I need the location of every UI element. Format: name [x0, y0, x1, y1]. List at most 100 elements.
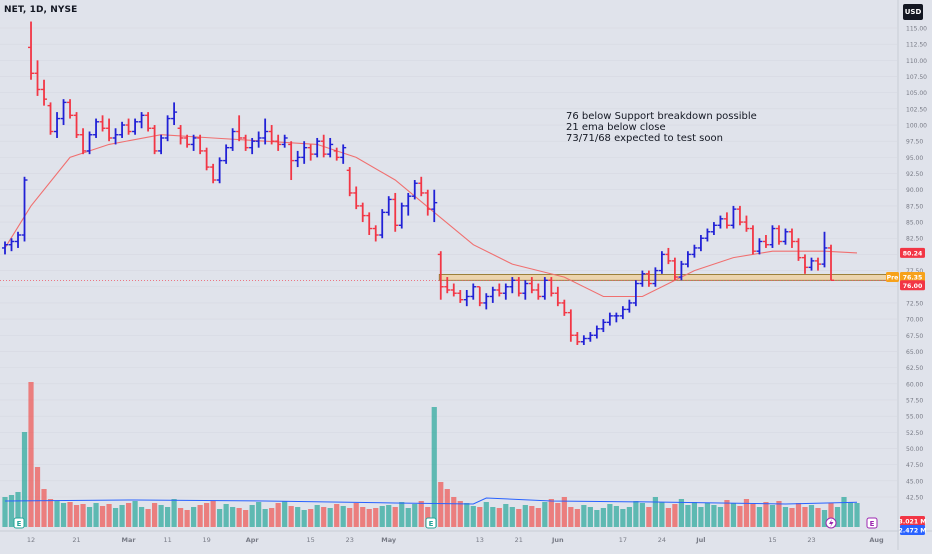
- ohlc-bar[interactable]: [197, 134, 204, 155]
- ohlc-bar[interactable]: [567, 309, 574, 342]
- ohlc-bar[interactable]: [496, 283, 503, 297]
- ohlc-bar[interactable]: [229, 128, 236, 151]
- ohlc-bar[interactable]: [619, 306, 626, 320]
- ohlc-bar[interactable]: [743, 215, 750, 232]
- ohlc-bar[interactable]: [249, 137, 256, 155]
- ohlc-bar[interactable]: [8, 238, 15, 252]
- ohlc-bar[interactable]: [723, 212, 730, 229]
- ohlc-bar[interactable]: [93, 118, 100, 138]
- ohlc-bar[interactable]: [528, 277, 535, 294]
- ohlc-bar[interactable]: [320, 134, 327, 158]
- ohlc-bar[interactable]: [775, 225, 782, 245]
- ohlc-bar[interactable]: [177, 125, 184, 145]
- earnings-marker[interactable]: E: [425, 517, 437, 529]
- ohlc-bar[interactable]: [782, 228, 789, 245]
- ohlc-bar[interactable]: [788, 228, 795, 248]
- ohlc-bar[interactable]: [112, 128, 119, 145]
- ohlc-bar[interactable]: [606, 312, 613, 326]
- ohlc-bar[interactable]: [717, 215, 724, 229]
- ohlc-bar[interactable]: [366, 212, 373, 236]
- ohlc-bar[interactable]: [645, 270, 652, 287]
- ohlc-bar[interactable]: [814, 257, 821, 271]
- ohlc-bar[interactable]: [808, 257, 815, 271]
- ohlc-bar[interactable]: [795, 238, 802, 261]
- ohlc-bar[interactable]: [769, 225, 776, 248]
- ohlc-bar[interactable]: [132, 118, 139, 135]
- ohlc-bar[interactable]: [281, 134, 288, 148]
- ohlc-bar[interactable]: [2, 241, 8, 255]
- ohlc-bar[interactable]: [60, 99, 67, 126]
- earnings-marker[interactable]: E: [13, 517, 25, 529]
- ohlc-bar[interactable]: [554, 286, 561, 307]
- ohlc-bar[interactable]: [307, 144, 314, 161]
- ohlc-bar[interactable]: [125, 118, 132, 135]
- ohlc-bar[interactable]: [398, 202, 405, 229]
- ohlc-bar[interactable]: [41, 79, 48, 106]
- ohlc-bar[interactable]: [593, 325, 600, 339]
- ohlc-bar[interactable]: [457, 289, 464, 303]
- ohlc-bar[interactable]: [736, 205, 743, 226]
- ohlc-bar[interactable]: [548, 277, 555, 297]
- symbol-title[interactable]: NET, 1D, NYSE: [4, 5, 78, 15]
- ohlc-bar[interactable]: [80, 128, 87, 155]
- ohlc-bar[interactable]: [21, 176, 28, 242]
- ohlc-bar[interactable]: [385, 196, 392, 216]
- ohlc-bar[interactable]: [288, 141, 295, 181]
- ohlc-bar[interactable]: [327, 137, 334, 158]
- ohlc-bar[interactable]: [561, 299, 568, 316]
- ohlc-bar[interactable]: [424, 189, 431, 216]
- ohlc-bar[interactable]: [671, 257, 678, 281]
- ohlc-bar[interactable]: [353, 186, 360, 210]
- ohlc-bar[interactable]: [34, 60, 41, 96]
- ohlc-bar[interactable]: [346, 167, 353, 197]
- ohlc-bar[interactable]: [54, 112, 61, 138]
- ohlc-bar[interactable]: [418, 176, 425, 197]
- ohlc-bar[interactable]: [411, 180, 418, 200]
- ohlc-bar[interactable]: [73, 112, 80, 138]
- ohlc-bar[interactable]: [255, 131, 262, 148]
- ohlc-bar[interactable]: [294, 150, 301, 168]
- ohlc-bar[interactable]: [47, 102, 54, 135]
- ohlc-bar[interactable]: [444, 277, 451, 294]
- ohlc-bar[interactable]: [801, 254, 808, 274]
- ohlc-bar[interactable]: [470, 283, 477, 300]
- ohlc-bar[interactable]: [262, 118, 269, 145]
- ohlc-bar[interactable]: [372, 225, 379, 242]
- dividend-marker[interactable]: [825, 517, 837, 529]
- ohlc-bar[interactable]: [697, 235, 704, 252]
- ohlc-bar[interactable]: [236, 115, 243, 142]
- ohlc-bar[interactable]: [483, 293, 490, 310]
- ohlc-bar[interactable]: [502, 283, 509, 300]
- ohlc-bar[interactable]: [190, 134, 197, 151]
- ohlc-bar[interactable]: [210, 163, 217, 184]
- ohlc-bar[interactable]: [515, 277, 522, 297]
- ohlc-bar[interactable]: [392, 192, 399, 232]
- ohlc-bar[interactable]: [821, 231, 828, 268]
- ohlc-bar[interactable]: [223, 144, 230, 164]
- ohlc-bar[interactable]: [314, 137, 321, 158]
- ohlc-bar[interactable]: [158, 134, 165, 155]
- ohlc-bar[interactable]: [15, 231, 22, 248]
- ohlc-bar[interactable]: [756, 238, 763, 255]
- ohlc-bar[interactable]: [86, 131, 93, 155]
- ohlc-bar[interactable]: [613, 312, 620, 323]
- support-zone[interactable]: [438, 274, 898, 281]
- ohlc-bar[interactable]: [509, 277, 516, 294]
- ohlc-bar[interactable]: [184, 134, 191, 148]
- earnings-marker[interactable]: E: [866, 517, 878, 529]
- ohlc-bar[interactable]: [541, 277, 548, 300]
- ohlc-bar[interactable]: [730, 205, 737, 229]
- ohlc-bar[interactable]: [710, 222, 717, 236]
- ohlc-bar[interactable]: [652, 267, 659, 287]
- ohlc-bar[interactable]: [678, 260, 685, 281]
- ohlc-bar[interactable]: [574, 332, 581, 345]
- ohlc-bar[interactable]: [704, 228, 711, 242]
- ohlc-bar[interactable]: [691, 244, 698, 258]
- ohlc-bar[interactable]: [522, 280, 529, 300]
- ohlc-bar[interactable]: [242, 134, 249, 151]
- ohlc-bar[interactable]: [171, 102, 178, 126]
- ohlc-bar[interactable]: [106, 118, 113, 142]
- ohlc-bar[interactable]: [359, 202, 366, 223]
